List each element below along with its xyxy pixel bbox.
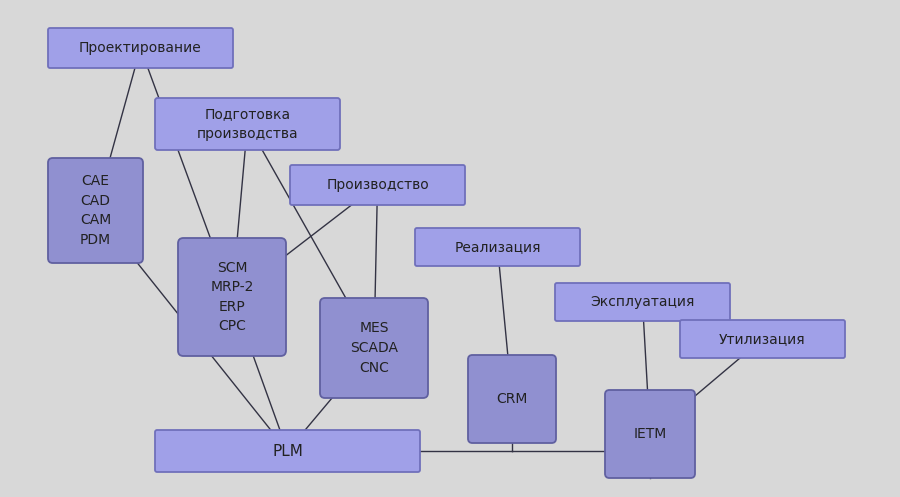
Text: PLM: PLM: [272, 443, 303, 459]
FancyBboxPatch shape: [178, 238, 286, 356]
Text: Подготовка
производства: Подготовка производства: [197, 107, 298, 141]
FancyBboxPatch shape: [468, 355, 556, 443]
Text: Проектирование: Проектирование: [79, 41, 202, 55]
Text: Реализация: Реализация: [454, 240, 541, 254]
FancyBboxPatch shape: [605, 390, 695, 478]
FancyBboxPatch shape: [48, 158, 143, 263]
Text: SCM
MRP-2
ERP
CPC: SCM MRP-2 ERP CPC: [211, 261, 254, 333]
FancyBboxPatch shape: [680, 320, 845, 358]
Text: Эксплуатация: Эксплуатация: [590, 295, 695, 309]
FancyBboxPatch shape: [320, 298, 428, 398]
FancyBboxPatch shape: [555, 283, 730, 321]
Text: Утилизация: Утилизация: [719, 332, 806, 346]
Text: MES
SCADA
CNC: MES SCADA CNC: [350, 322, 398, 375]
FancyBboxPatch shape: [290, 165, 465, 205]
Text: IETM: IETM: [634, 427, 667, 441]
Text: CAE
CAD
CAM
PDM: CAE CAD CAM PDM: [80, 174, 111, 247]
FancyBboxPatch shape: [155, 430, 420, 472]
Text: Производство: Производство: [326, 178, 429, 192]
Text: CRM: CRM: [496, 392, 527, 406]
FancyBboxPatch shape: [48, 28, 233, 68]
FancyBboxPatch shape: [415, 228, 580, 266]
FancyBboxPatch shape: [155, 98, 340, 150]
